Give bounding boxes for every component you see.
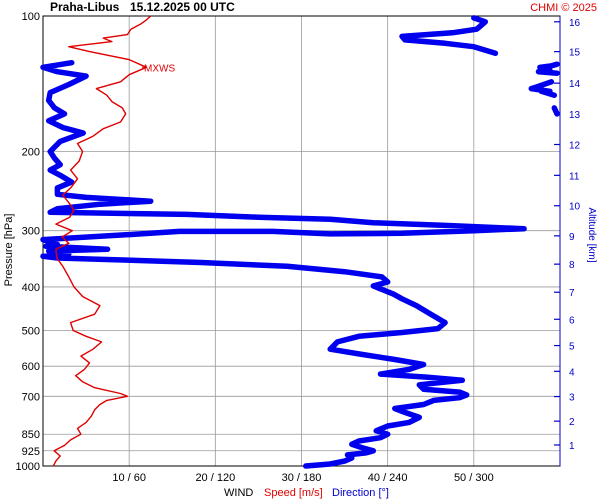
altitude-tick-label: 6 — [569, 315, 575, 326]
wind-tick-label: 50 / 300 — [454, 472, 494, 484]
altitude-tick-label: 1 — [569, 441, 575, 452]
altitude-tick-label: 3 — [569, 393, 575, 404]
direction-axis-label: Direction [°] — [332, 487, 389, 499]
station-title: Praha-Libus — [50, 0, 120, 14]
altitude-tick-label: 11 — [569, 171, 580, 182]
pressure-tick-label: 600 — [22, 361, 40, 373]
pressure-tick-label: 300 — [22, 226, 40, 238]
wind-tick-label: 30 / 180 — [282, 472, 322, 484]
pressure-tick-label: 850 — [22, 429, 40, 441]
altitude-axis-title: Altitude [km] — [586, 207, 597, 262]
altitude-tick-label: 14 — [569, 79, 581, 90]
pressure-tick-label: 1000 — [16, 461, 40, 473]
altitude-tick-label: 10 — [569, 202, 581, 213]
altitude-tick-label: 16 — [569, 18, 581, 29]
pressure-tick-label: 200 — [22, 146, 40, 158]
direction-series-segment — [535, 61, 560, 76]
pressure-tick-label: 400 — [22, 282, 40, 294]
altitude-tick-label: 2 — [569, 417, 575, 428]
altitude-tick-label: 7 — [569, 288, 575, 299]
speed-axis-label: Speed [m/s] — [264, 487, 323, 499]
altitude-tick-label: 4 — [569, 367, 575, 378]
series-layer — [40, 15, 560, 469]
pressure-axis-title: Pressure [hPa] — [3, 214, 15, 287]
wind-axis-title: WIND — [224, 487, 253, 499]
altitude-tick-label: 12 — [569, 141, 581, 152]
pressure-tick-label: 925 — [22, 446, 40, 458]
direction-series-segment — [551, 105, 560, 117]
direction-series-segment — [399, 15, 499, 57]
mxws-annotation: MXWS — [142, 63, 175, 74]
datetime-title: 15.12.2025 00 UTC — [130, 0, 235, 14]
direction-series-segment — [528, 79, 558, 98]
pressure-tick-label: 100 — [22, 11, 40, 23]
wind-tick-label: 10 / 60 — [112, 472, 146, 484]
speed-series-line — [52, 15, 152, 467]
pressure-tick-label: 700 — [22, 391, 40, 403]
copyright-label: CHMI © 2025 — [530, 2, 597, 14]
altitude-tick-label: 15 — [569, 48, 581, 59]
pressure-tick-labels: 100 200 300 400 500 600 700 850 925 1000 — [16, 11, 40, 473]
wind-tick-label: 40 / 240 — [368, 472, 408, 484]
altitude-tick-label: 13 — [569, 110, 581, 121]
altitude-tick-label: 9 — [569, 232, 575, 243]
wind-axis-tick-labels: 10 / 60 20 / 120 30 / 180 40 / 240 50 / 300 — [112, 472, 493, 484]
pressure-tick-label: 500 — [22, 326, 40, 338]
direction-series-line — [40, 59, 527, 469]
mxws-label: MXWS — [144, 63, 175, 74]
wind-tick-label: 20 / 120 — [195, 472, 235, 484]
altitude-tick-label: 5 — [569, 342, 575, 353]
altitude-tick-label: 8 — [569, 260, 575, 271]
